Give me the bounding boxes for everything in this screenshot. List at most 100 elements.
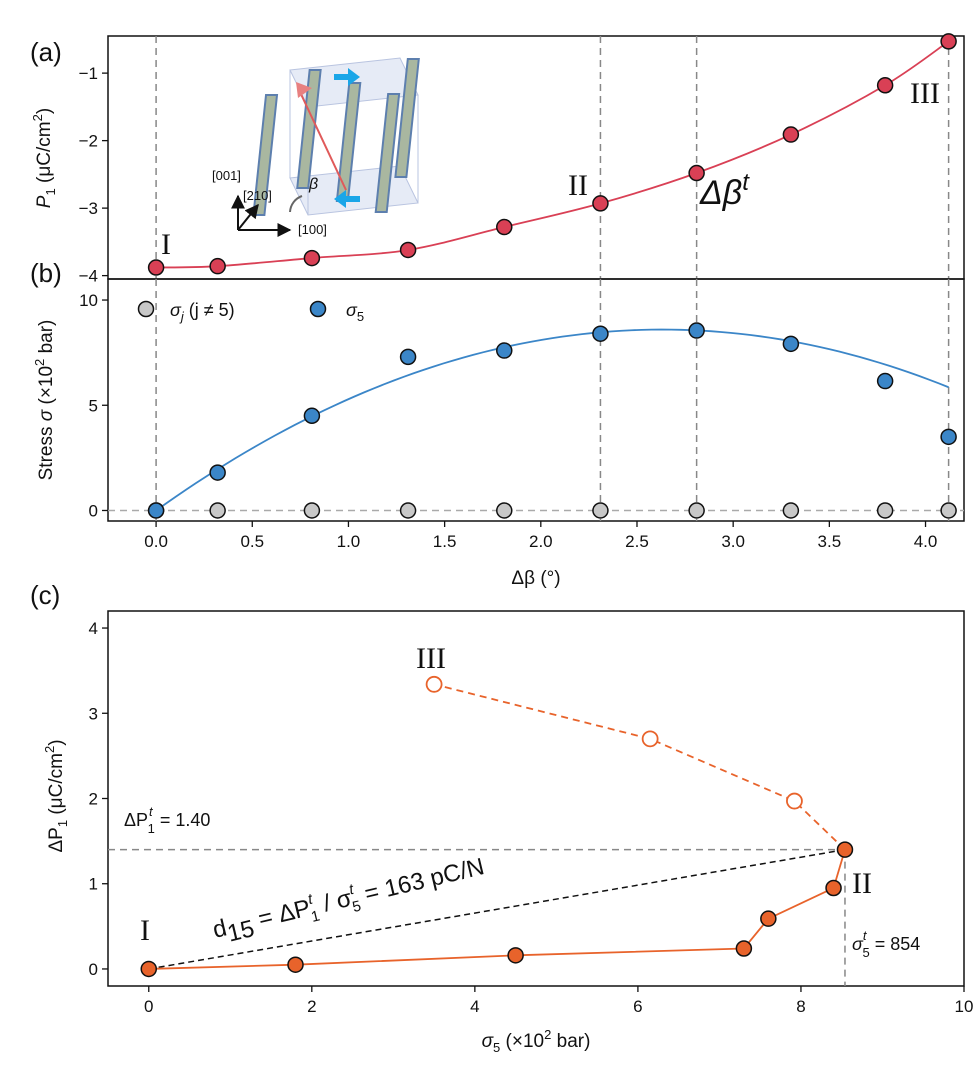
d15-eq1: = ΔP (249, 895, 313, 935)
panel-a-point (147, 259, 165, 276)
panel-a-ylabel: P1 (μC/cm2) (30, 108, 58, 208)
panel-a-label-II: II (568, 169, 588, 202)
panel-a-point (592, 195, 609, 212)
panel-b-ytick-label: 5 (89, 396, 98, 415)
panel-c-slope-line (148, 848, 846, 970)
inset-pillars (252, 58, 420, 216)
pillar (296, 69, 322, 189)
panel-c-open-point (641, 730, 659, 748)
panel-a-point (303, 249, 321, 267)
panel-c-xtick-label: 4 (470, 997, 479, 1016)
panel-a-vlines (155, 36, 950, 279)
s-pre: σ (852, 934, 864, 954)
panel-c-xlabel: σ5 (×102 bar) (482, 1027, 591, 1055)
yl-close: bar) (36, 320, 57, 359)
panel-c-ylabel: ΔP1 (μC/cm2) (42, 739, 70, 852)
panel-c-filled-point (287, 956, 304, 973)
panel-b-ytick-label: 10 (79, 291, 98, 310)
panel-a-point (496, 218, 513, 236)
panel-a-frame (107, 35, 965, 280)
panel-c-label-I: I (140, 914, 150, 947)
panel-a-label-III: III (910, 77, 940, 110)
panel-a-curve (156, 40, 950, 269)
d15-s-sub: 5 (351, 898, 363, 916)
ylabel-unit: (μC/cm (34, 121, 55, 183)
panel-b-fit-curve (155, 328, 949, 512)
panel-b-point-sigma-5 (940, 428, 957, 446)
inset-beta-label: β (308, 176, 318, 193)
dbeta-sup: t (742, 169, 750, 196)
panel-b-point-sigma-j (399, 502, 417, 519)
ylabel-p-sub: 1 (43, 188, 58, 195)
panel-c-label-II: II (852, 867, 872, 900)
panel-b-ticks: 0 5 10 0.0 0.5 1.0 1.5 2.0 2.5 3.0 3.5 4.0 (79, 291, 937, 551)
panel-b-point-sigma-j (303, 502, 321, 519)
panel-b-tag: (b) (30, 258, 62, 288)
panel-b-point-sigma-j (209, 502, 226, 519)
panel-c-xtick-label: 2 (307, 997, 316, 1016)
panel-b-point-sigma-j (688, 502, 705, 519)
panel-c-points (140, 675, 854, 978)
panel-c-xtick-label: 0 (144, 997, 153, 1016)
panel-a-point (782, 126, 800, 143)
panel-b-point-sigma-j (592, 502, 609, 519)
panel-a-ytick-label: −1 (79, 64, 98, 83)
panel-c-ytick-label: 2 (89, 790, 98, 809)
d15-s-sup: t (347, 881, 356, 899)
panel-b-frame (107, 278, 965, 522)
leg-j-cond: (j ≠ 5) (184, 300, 235, 320)
annot-dp1t: ΔPt 1 = 1.40 (124, 804, 210, 836)
panel-c-ytick-label: 0 (89, 960, 98, 979)
panel-b-vlines (155, 279, 950, 521)
panel-a-ytick-label: −4 (79, 267, 98, 286)
s-val: = 854 (870, 934, 921, 954)
panel-b-xtick-label: 1.5 (433, 532, 457, 551)
panel-b-point-sigma-5 (147, 502, 165, 519)
c-yl-sup: 2 (42, 746, 57, 753)
panel-c-ticks: 0 1 2 3 4 0 2 4 6 8 10 (89, 619, 974, 1016)
panel-a-ytick-label: −3 (79, 199, 98, 218)
panel-c-ytick-label: 1 (89, 875, 98, 894)
ylabel-unit-sup: 2 (30, 114, 45, 121)
panel-c-filled-point (140, 960, 158, 978)
panel-a-label-I: I (161, 228, 171, 261)
panel-b-point-sigma-5 (782, 335, 800, 353)
panel-a-point (940, 33, 957, 50)
d15-p-sub: 1 (310, 907, 322, 925)
panel-c-filled-point (507, 947, 524, 964)
legend-sigma-j: σj (j ≠ 5) (170, 300, 235, 324)
yl-pre: Stress (36, 421, 57, 480)
panel-a-points (147, 33, 957, 276)
s-sup: t (863, 928, 868, 943)
leg-j-sub: j (179, 309, 185, 324)
c-xl-sym: σ (482, 1031, 495, 1052)
pillar (394, 58, 420, 178)
panel-b-point-sigma-5 (399, 348, 417, 366)
panel-b-point-sigma-5 (496, 342, 513, 359)
d15-p-sup: t (306, 890, 315, 908)
panel-c-filled-point (825, 879, 842, 897)
panel-a: −4 −3 −2 −1 (a) P1 (μC/cm2) I II III Δβt (30, 33, 965, 286)
inset-dir-100: [100] (298, 222, 327, 237)
c-yl-main: ΔP (46, 827, 67, 852)
inset-beta-arc (289, 195, 303, 213)
panel-b-xtick-label: 2.5 (625, 532, 649, 551)
panel-b-legend: σj (j ≠ 5) σ5 (137, 300, 364, 324)
dp-val: = 1.40 (155, 810, 211, 830)
legend-marker-sigma-5 (309, 300, 327, 318)
panel-c-open-point (786, 792, 803, 810)
annot-d15: d15 = ΔPt1 / σt5 = 163 pC/N (209, 850, 488, 950)
inset-diagonal (299, 91, 347, 191)
ylabel-p: P (34, 195, 55, 208)
panel-c-xtick-label: 8 (796, 997, 805, 1016)
c-xl-unit: (×10 (500, 1031, 544, 1052)
annot-sigma5t: σt 5 = 854 (852, 928, 920, 960)
panel-b-point-sigma-j (782, 502, 800, 519)
panel-b-point-sigma-j (940, 502, 957, 519)
panel-b-point-sigma-5 (688, 322, 705, 339)
inset-blue-arrow-right (334, 68, 360, 86)
panel-a-tag: (a) (30, 37, 62, 67)
c-xl-sub: 5 (493, 1040, 500, 1055)
